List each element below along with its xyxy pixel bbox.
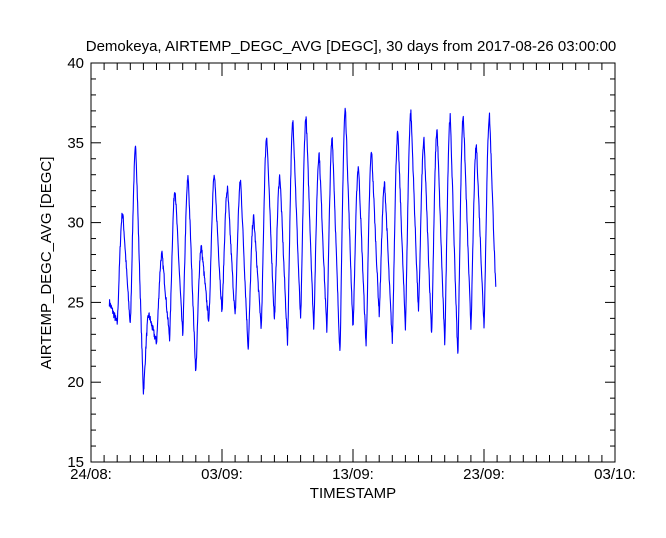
y-tick-label: 30 [67,215,84,232]
x-tick-label: 03/09: [201,466,243,483]
y-tick-label: 35 [67,135,84,152]
x-tick-label: 23/09: [463,466,505,483]
x-tick-label: 03/10: [594,466,636,483]
plot-area-frame [90,62,616,463]
y-tick-label: 15 [67,454,84,471]
y-tick-label: 25 [67,294,84,311]
x-tick-label: 13/09: [332,466,374,483]
y-axis: 15 20 25 30 35 40 [67,55,615,471]
x-axis: 24/08: 03/09: 13/09: 23/09: 03/10: [70,63,636,483]
y-tick-label: 40 [67,55,84,72]
y-tick-label: 20 [67,374,84,391]
x-axis-label: TIMESTAMP [310,485,396,502]
series-line-airtemp [108,107,497,395]
y-axis-label: AIRTEMP_DEGC_AVG [DEGC] [38,157,55,370]
chart-title: Demokeya, AIRTEMP_DEGC_AVG [DEGC], 30 da… [86,38,617,55]
x-tick-label: 24/08: [70,466,112,483]
